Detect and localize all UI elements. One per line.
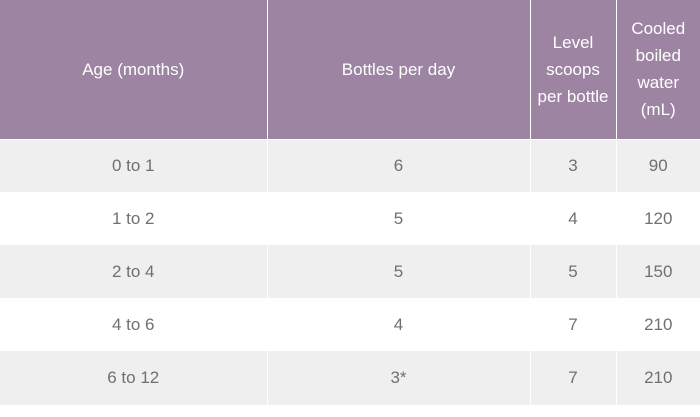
cell-age: 1 to 2 [0, 192, 267, 245]
cell-water: 90 [615, 139, 700, 192]
table-row: 1 to 2 5 4 120 [0, 192, 700, 245]
cell-water: 210 [615, 351, 700, 405]
header-water-ml: Cooled boiled water (mL) [615, 0, 700, 140]
cell-bottles: 3* [266, 351, 530, 405]
cell-bottles: 5 [266, 245, 530, 298]
cell-age: 4 to 6 [0, 298, 267, 351]
table-header: Age (months) Bottles per day Level scoop… [0, 0, 700, 140]
cell-scoops: 4 [529, 192, 616, 245]
table-row: 6 to 12 3* 7 210 [0, 351, 700, 405]
cell-scoops: 7 [529, 298, 616, 351]
cell-scoops: 7 [529, 351, 616, 405]
cell-bottles: 6 [266, 139, 530, 192]
header-bottles-per-day: Bottles per day [266, 0, 530, 140]
cell-scoops: 3 [529, 139, 616, 192]
cell-age: 6 to 12 [0, 351, 267, 405]
table-row: 4 to 6 4 7 210 [0, 298, 700, 351]
feeding-table: Age (months) Bottles per day Level scoop… [0, 0, 700, 405]
cell-bottles: 5 [266, 192, 530, 245]
cell-water: 120 [615, 192, 700, 245]
table-row: 0 to 1 6 3 90 [0, 139, 700, 192]
header-row: Age (months) Bottles per day Level scoop… [0, 0, 700, 140]
cell-age: 2 to 4 [0, 245, 267, 298]
cell-water: 210 [615, 298, 700, 351]
cell-bottles: 4 [266, 298, 530, 351]
table-body: 0 to 1 6 3 90 1 to 2 5 4 120 2 to 4 5 5 … [0, 139, 700, 405]
header-level-scoops: Level scoops per bottle [529, 0, 616, 140]
header-age: Age (months) [0, 0, 267, 140]
cell-scoops: 5 [529, 245, 616, 298]
cell-water: 150 [615, 245, 700, 298]
table-row: 2 to 4 5 5 150 [0, 245, 700, 298]
cell-age: 0 to 1 [0, 139, 267, 192]
